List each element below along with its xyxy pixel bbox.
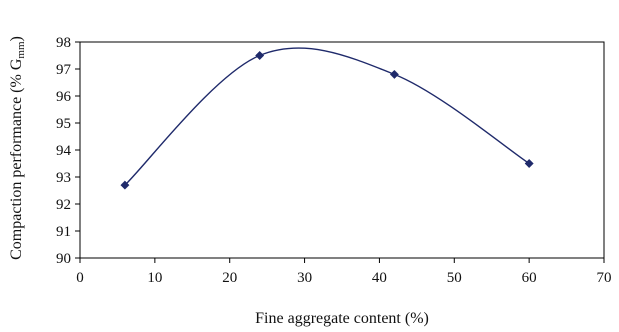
y-tick-label: 96 — [56, 89, 72, 105]
y-axis-ticks: 90 91 92 93 94 95 96 97 98 — [56, 35, 80, 267]
data-point — [120, 180, 130, 190]
y-axis-title: Compaction performance (% Gmm) — [8, 36, 27, 260]
y-tick-label: 91 — [56, 224, 71, 240]
x-tick-label: 50 — [447, 270, 462, 286]
x-tick-label: 20 — [222, 270, 237, 286]
y-axis-title-subscript: mm — [15, 41, 27, 59]
x-tick-label: 10 — [147, 270, 162, 286]
series-line — [124, 47, 530, 186]
series-markers — [120, 50, 534, 190]
x-tick-label: 40 — [372, 270, 387, 286]
y-tick-label: 98 — [56, 35, 71, 51]
x-tick-label: 70 — [597, 270, 612, 286]
y-tick-label: 95 — [56, 116, 71, 132]
data-point — [524, 158, 534, 169]
x-tick-label: 30 — [297, 270, 312, 286]
y-axis-title-suffix: ) — [8, 36, 25, 41]
y-tick-label: 90 — [56, 251, 71, 267]
x-axis-ticks: 0 10 20 30 40 50 60 70 — [76, 258, 612, 286]
x-axis-title: Fine aggregate content (%) — [255, 310, 429, 327]
y-tick-label: 97 — [56, 62, 72, 78]
y-axis-title-prefix: Compaction performance (% G — [8, 58, 25, 260]
data-point — [389, 69, 399, 79]
plot-area — [79, 41, 605, 259]
x-tick-label: 60 — [522, 270, 537, 286]
series-lines — [124, 47, 530, 186]
y-tick-label: 93 — [56, 170, 71, 186]
y-tick-label: 94 — [56, 143, 72, 159]
x-tick-label: 0 — [76, 270, 84, 286]
y-tick-label: 92 — [56, 197, 71, 213]
data-point — [255, 50, 265, 61]
